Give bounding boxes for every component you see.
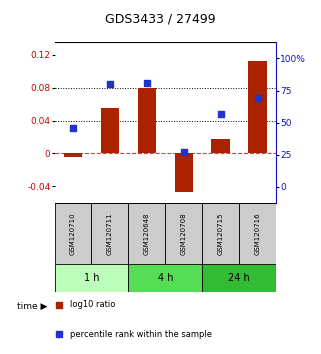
Bar xyxy=(165,202,202,264)
Point xyxy=(255,95,260,101)
Bar xyxy=(202,202,239,264)
Bar xyxy=(128,202,165,264)
Bar xyxy=(239,202,276,264)
Text: GSM120708: GSM120708 xyxy=(181,212,187,255)
Bar xyxy=(138,88,156,153)
Point xyxy=(144,80,150,86)
Bar xyxy=(55,264,128,292)
Point xyxy=(56,331,62,337)
Text: GSM120648: GSM120648 xyxy=(144,212,150,255)
Bar xyxy=(212,138,230,153)
Text: GSM120710: GSM120710 xyxy=(70,212,76,255)
Text: GSM120715: GSM120715 xyxy=(218,212,224,255)
Text: log10 ratio: log10 ratio xyxy=(70,300,116,309)
Bar xyxy=(175,153,193,192)
Text: GSM120711: GSM120711 xyxy=(107,212,113,255)
Point xyxy=(107,81,112,87)
Bar xyxy=(101,108,119,153)
Point xyxy=(181,149,186,155)
Point xyxy=(71,125,76,131)
Point xyxy=(56,302,62,308)
Text: GSM120716: GSM120716 xyxy=(255,212,261,255)
Bar xyxy=(248,61,267,153)
Bar xyxy=(128,264,202,292)
Bar xyxy=(91,202,128,264)
Text: 1 h: 1 h xyxy=(84,273,99,283)
Point xyxy=(218,111,223,116)
Bar xyxy=(202,264,276,292)
Bar xyxy=(55,202,91,264)
Text: percentile rank within the sample: percentile rank within the sample xyxy=(70,330,212,338)
Bar xyxy=(64,153,82,158)
Text: GDS3433 / 27499: GDS3433 / 27499 xyxy=(105,12,216,25)
Text: 4 h: 4 h xyxy=(158,273,173,283)
Text: time ▶: time ▶ xyxy=(17,302,47,311)
Text: 24 h: 24 h xyxy=(228,273,250,283)
